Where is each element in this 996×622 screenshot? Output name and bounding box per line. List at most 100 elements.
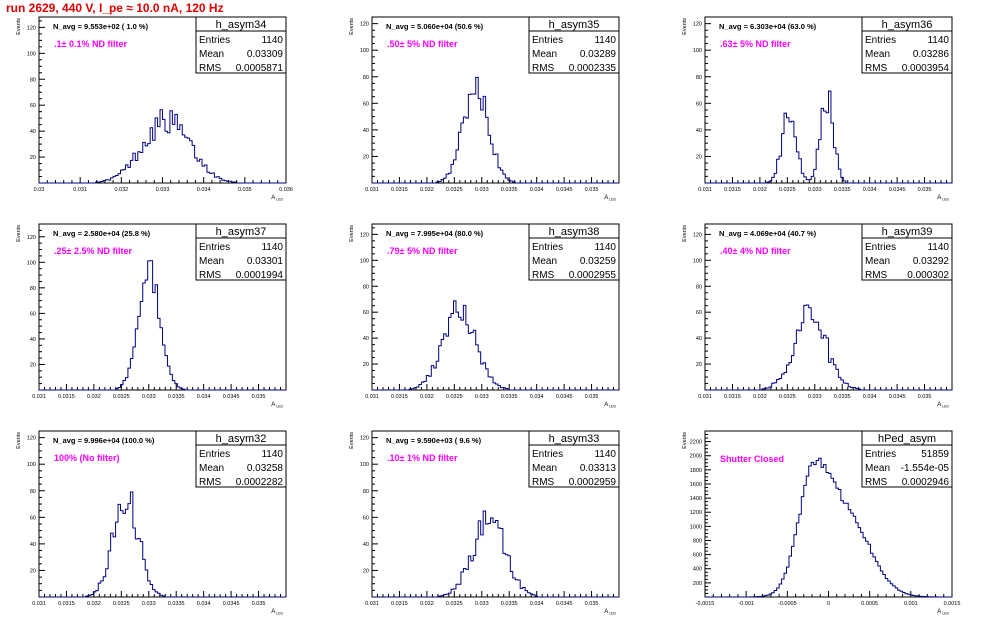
- stats-label: Mean: [865, 463, 890, 474]
- x-tick-label: 0.034: [863, 187, 877, 193]
- x-tick-label: 0.0335: [834, 187, 851, 193]
- x-axis-label: A LED: [604, 195, 616, 202]
- x-tick-label: 0.035: [918, 187, 932, 193]
- stats-label: RMS: [532, 477, 555, 488]
- n-avg-label: N_avg = 9.553e+02 ( 1.0 %): [53, 22, 149, 31]
- x-tick-label: -0.0005: [778, 601, 797, 607]
- hist-name: h_asym37: [216, 226, 267, 238]
- y-tick-label: 120: [27, 25, 36, 31]
- filter-label: .79± 5% ND filter: [387, 246, 458, 256]
- stats-value: 0.03301: [247, 256, 284, 267]
- hist-name: h_asym32: [216, 433, 267, 445]
- x-tick-label: 0.031: [698, 394, 712, 400]
- x-tick-label: 0.03: [34, 187, 45, 193]
- x-tick-label: 0.035: [918, 394, 932, 400]
- x-tick-label: 0.0325: [446, 601, 463, 607]
- histogram-line: [39, 260, 286, 391]
- stats-value: 0.0002959: [569, 477, 617, 488]
- hist-name: hPed_asym: [878, 433, 936, 445]
- stats-value: -1.554e-05: [901, 463, 950, 474]
- stats-label: RMS: [532, 63, 555, 74]
- y-tick-label: 100: [360, 462, 369, 468]
- hist-name: h_asym35: [549, 19, 600, 31]
- x-axis-label: A LED: [937, 195, 949, 202]
- x-tick-label: 0.034: [197, 187, 211, 193]
- stats-value: 51859: [921, 449, 949, 460]
- y-tick-label: 1800: [690, 468, 702, 474]
- y-tick-label: 40: [30, 129, 36, 135]
- x-tick-label: 0.033: [808, 187, 822, 193]
- x-tick-label: 0.033: [475, 187, 489, 193]
- stats-label: Entries: [532, 35, 563, 46]
- x-tick-label: 0.0315: [58, 394, 75, 400]
- y-tick-label: 60: [363, 310, 369, 316]
- hist-name: h_asym33: [549, 433, 600, 445]
- stats-label: Mean: [532, 49, 557, 60]
- x-tick-label: 0.032: [420, 394, 434, 400]
- x-tick-label: 0.035: [252, 601, 266, 607]
- plot-frame: [704, 223, 953, 391]
- y-tick-label: 40: [363, 542, 369, 548]
- x-tick-label: 0.032: [753, 187, 767, 193]
- x-tick-label: 0.031: [365, 601, 379, 607]
- plot-frame: [371, 430, 620, 598]
- stats-value: 0.0005871: [236, 63, 284, 74]
- stats-value: 0.03289: [580, 49, 617, 60]
- x-axis-label: A LED: [937, 609, 949, 616]
- y-tick-label: 20: [30, 362, 36, 368]
- stats-box: [195, 16, 287, 74]
- y-tick-label: 60: [30, 311, 36, 317]
- n-avg-label: N_avg = 6.303e+04 (63.0 %): [719, 22, 817, 31]
- x-tick-label: 0.033: [475, 601, 489, 607]
- stats-value: 0.03258: [247, 463, 284, 474]
- y-axis-label: Events: [16, 18, 22, 35]
- histogram-line: [372, 76, 619, 184]
- x-tick-label: 0.0335: [501, 394, 518, 400]
- y-tick-label: 60: [363, 515, 369, 521]
- n-avg-label: N_avg = 9.996e+04 (100.0 %): [53, 436, 155, 445]
- stats-label: RMS: [865, 477, 888, 488]
- y-tick-label: 80: [30, 77, 36, 83]
- y-tick-label: 120: [27, 235, 36, 241]
- y-axis-label: Events: [16, 225, 22, 242]
- stats-value: 1140: [594, 449, 616, 460]
- y-tick-label: 100: [693, 48, 702, 54]
- stats-value: 0.0002946: [902, 477, 950, 488]
- y-axis-label: Events: [682, 225, 688, 242]
- x-tick-label: 0.0325: [779, 187, 796, 193]
- stats-label: RMS: [199, 477, 222, 488]
- y-tick-label: 2200: [690, 440, 702, 446]
- filter-label: .50± 5% ND filter: [387, 39, 458, 49]
- x-tick-label: 0.034: [197, 394, 211, 400]
- hist-name: h_asym39: [882, 226, 933, 238]
- x-tick-label: 0.034: [530, 394, 544, 400]
- stats-label: RMS: [865, 270, 888, 281]
- stats-box: [861, 16, 953, 74]
- panel-hPed_asym: -0.0015 -0.001 -0.0005 0 0.0005 0.001 0.0015 20…: [682, 430, 960, 616]
- x-axis-label: A LED: [937, 402, 949, 409]
- y-tick-label: 120: [360, 436, 369, 442]
- panel-h_asym37: 0.031 0.0315 0.032 0.0325 0.033 0.0335 0.034 0.…: [16, 223, 287, 409]
- stats-value: 0.0001994: [236, 270, 284, 281]
- stats-value: 0.0002335: [569, 63, 617, 74]
- stats-label: Entries: [199, 242, 230, 253]
- y-axis-label: Events: [16, 432, 22, 449]
- x-tick-label: 0.031: [73, 187, 87, 193]
- y-tick-label: 120: [360, 232, 369, 238]
- y-tick-label: 1200: [690, 510, 702, 516]
- y-tick-label: 100: [27, 260, 36, 266]
- stats-box: [528, 223, 620, 281]
- histogram-line: [372, 510, 619, 598]
- y-tick-label: 60: [30, 515, 36, 521]
- y-tick-label: 20: [696, 362, 702, 368]
- stats-box: [195, 430, 287, 488]
- stats-value: 1140: [927, 242, 949, 253]
- y-tick-label: 80: [696, 284, 702, 290]
- stats-label: Entries: [865, 449, 896, 460]
- y-tick-label: 100: [360, 258, 369, 264]
- y-tick-label: 20: [30, 155, 36, 161]
- y-tick-label: 20: [696, 154, 702, 160]
- stats-label: Mean: [199, 256, 224, 267]
- y-tick-label: 60: [696, 101, 702, 107]
